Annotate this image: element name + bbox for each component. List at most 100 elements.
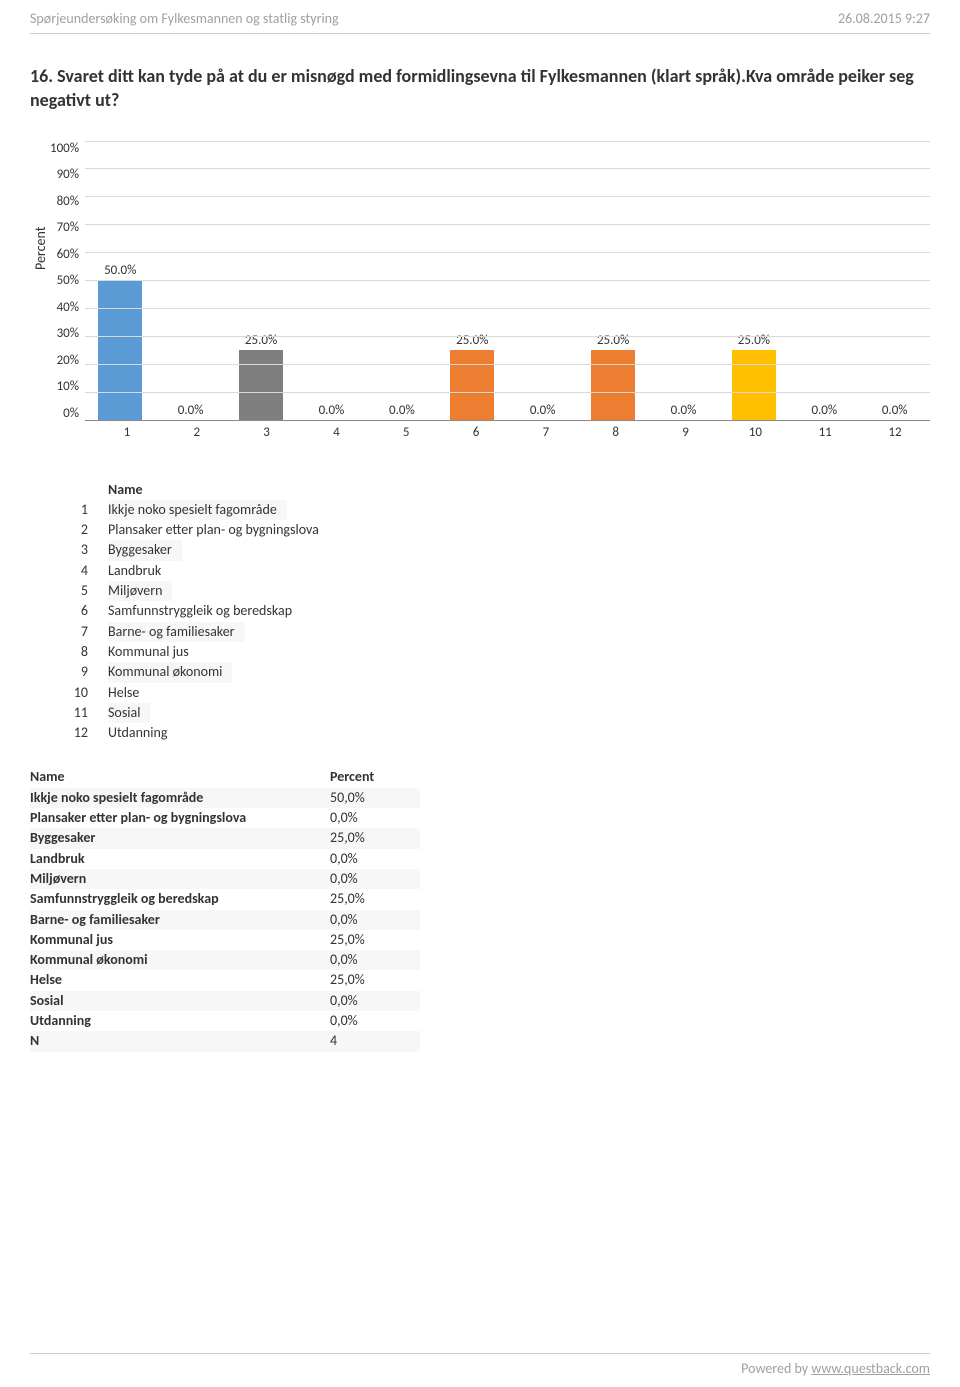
percent-table-percent: 25,0%	[330, 930, 420, 950]
x-tick-label: 10	[720, 425, 790, 440]
percent-table-name: Barne- og familiesaker	[30, 910, 330, 930]
y-tick: 0%	[63, 406, 79, 421]
gridline	[85, 308, 930, 309]
percent-table-row: Utdanning0,0%	[30, 1011, 930, 1031]
percent-table-row: Ikkje noko spesielt fagområde50,0%	[30, 788, 930, 808]
name-table-row: 10Helse	[60, 683, 930, 703]
percent-table-row: Landbruk0,0%	[30, 849, 930, 869]
name-table-row: 5Miljøvern	[60, 581, 930, 601]
percent-table-percent: 4	[330, 1031, 420, 1051]
percent-table-percent: 0,0%	[330, 808, 420, 828]
y-axis-label: Percent	[32, 227, 49, 270]
percent-table-row: Kommunal økonomi0,0%	[30, 950, 930, 970]
x-tick-label: 9	[651, 425, 721, 440]
name-table-idx: 2	[60, 520, 108, 540]
name-table-header: Name	[108, 480, 143, 500]
percent-table-body: Ikkje noko spesielt fagområde50,0%Plansa…	[30, 788, 930, 1052]
percent-table-percent: 25,0%	[330, 889, 420, 909]
percent-table-name: Utdanning	[30, 1011, 330, 1031]
percent-table-header-name: Name	[30, 767, 330, 787]
name-table-name: Byggesaker	[108, 540, 182, 560]
percent-table-row: Miljøvern0,0%	[30, 869, 930, 889]
percent-table-name: Sosial	[30, 991, 330, 1011]
percent-table-percent: 25,0%	[330, 828, 420, 848]
bar	[591, 350, 635, 420]
name-table-name: Ikkje noko spesielt fagområde	[108, 500, 287, 520]
y-tick: 40%	[57, 300, 79, 315]
name-table-name: Landbruk	[108, 561, 171, 581]
percent-table-name: Helse	[30, 970, 330, 990]
name-table-idx: 11	[60, 703, 108, 723]
name-table-name: Barne- og familiesaker	[108, 622, 245, 642]
percent-table-header-percent: Percent	[330, 767, 420, 787]
name-table-header-row: Name	[60, 480, 930, 500]
percent-table-row: N4	[30, 1031, 930, 1051]
percent-table-name: Kommunal jus	[30, 930, 330, 950]
name-table-idx: 6	[60, 601, 108, 621]
name-table-name: Kommunal jus	[108, 642, 199, 662]
gridline	[85, 364, 930, 365]
name-table-row: 8Kommunal jus	[60, 642, 930, 662]
x-tick-label: 4	[301, 425, 371, 440]
x-axis-labels: 123456789101112	[92, 425, 930, 440]
name-table-row: 11Sosial	[60, 703, 930, 723]
x-tick-label: 12	[860, 425, 930, 440]
x-tick-label: 3	[232, 425, 302, 440]
percent-table-row: Plansaker etter plan- og bygningslova0,0…	[30, 808, 930, 828]
bar	[450, 350, 494, 420]
percent-table-percent: 0,0%	[330, 869, 420, 889]
header-right: 26.08.2015 9:27	[838, 10, 930, 27]
question-title: 16. Svaret ditt kan tyde på at du er mis…	[30, 64, 930, 113]
name-table-idx: 5	[60, 581, 108, 601]
name-table-body: 1Ikkje noko spesielt fagområde2Plansaker…	[60, 500, 930, 744]
percent-table-row: Barne- og familiesaker0,0%	[30, 910, 930, 930]
y-tick: 60%	[57, 247, 79, 262]
percent-table-name: Byggesaker	[30, 828, 330, 848]
y-tick: 70%	[57, 220, 79, 235]
x-axis-spacer	[50, 425, 92, 440]
bar-value-label: 0.0%	[530, 403, 556, 418]
bar-value-label: 0.0%	[319, 403, 345, 418]
percent-table-percent: 0,0%	[330, 950, 420, 970]
gridline	[85, 336, 930, 337]
percent-table-name: Kommunal økonomi	[30, 950, 330, 970]
percent-table-percent: 0,0%	[330, 910, 420, 930]
name-table-idx: 7	[60, 622, 108, 642]
percent-table-percent: 25,0%	[330, 970, 420, 990]
name-table-name: Sosial	[108, 703, 150, 723]
name-table-row: 1Ikkje noko spesielt fagområde	[60, 500, 930, 520]
percent-table-name: Samfunnstryggleik og beredskap	[30, 889, 330, 909]
name-table-row: 3Byggesaker	[60, 540, 930, 560]
y-tick: 10%	[57, 379, 79, 394]
gridline	[85, 196, 930, 197]
bar	[732, 350, 776, 420]
footer-link[interactable]: www.questback.com	[811, 1360, 930, 1377]
x-tick-label: 6	[441, 425, 511, 440]
bar-value-label: 0.0%	[389, 403, 415, 418]
percent-table: Name Percent Ikkje noko spesielt fagområ…	[30, 767, 930, 1051]
gridline	[85, 280, 930, 281]
y-tick: 90%	[57, 167, 79, 182]
gridline	[85, 168, 930, 169]
name-table-name: Miljøvern	[108, 581, 172, 601]
name-table-name: Kommunal økonomi	[108, 662, 232, 682]
plot-wrapper: 100%90%80%70%60%50%40%30%20%10%0% 50.0%0…	[50, 141, 930, 421]
name-table-row: 6Samfunnstryggleik og beredskap	[60, 601, 930, 621]
gridline	[85, 141, 930, 142]
name-table-idx: 9	[60, 662, 108, 682]
percent-table-name: Miljøvern	[30, 869, 330, 889]
bar-value-label: 0.0%	[811, 403, 837, 418]
footer-prefix: Powered by	[741, 1360, 811, 1377]
percent-table-row: Helse25,0%	[30, 970, 930, 990]
name-table-idx: 1	[60, 500, 108, 520]
name-table-idx: 8	[60, 642, 108, 662]
y-tick: 20%	[57, 353, 79, 368]
name-table-idx: 3	[60, 540, 108, 560]
bar-chart: Percent 100%90%80%70%60%50%40%30%20%10%0…	[50, 141, 930, 440]
x-tick-label: 5	[371, 425, 441, 440]
x-tick-label: 1	[92, 425, 162, 440]
percent-table-name: N	[30, 1031, 330, 1051]
bar-value-label: 0.0%	[671, 403, 697, 418]
page-footer: Powered by www.questback.com	[30, 1353, 930, 1377]
percent-table-percent: 0,0%	[330, 849, 420, 869]
